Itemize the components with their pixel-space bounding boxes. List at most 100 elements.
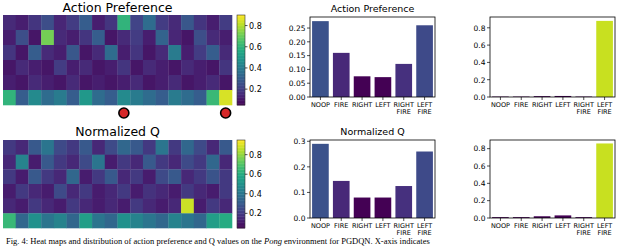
heatmap-cell xyxy=(54,15,67,30)
plot-frame xyxy=(310,140,435,218)
heatmap-cell xyxy=(130,90,143,105)
colorbar-tick xyxy=(245,213,248,214)
x-tick xyxy=(382,218,383,221)
bar-title: Action Preference xyxy=(331,3,415,14)
heatmap-cell xyxy=(181,15,194,30)
caption: Fig. 4: Heat maps and distribution of ac… xyxy=(6,236,430,246)
bars xyxy=(312,144,433,218)
x-tick-label-line: RIGHT xyxy=(352,222,372,230)
heatmap-cell xyxy=(41,169,54,184)
x-tick xyxy=(521,97,522,100)
heatmap-cell xyxy=(3,90,16,105)
heatmap-cell xyxy=(3,30,16,45)
heatmap-cell xyxy=(194,15,207,30)
x-tick-label-line: RIGHT xyxy=(352,101,372,109)
heatmap-cell xyxy=(168,140,181,155)
x-tick xyxy=(362,97,363,100)
heatmap-cell xyxy=(130,30,143,45)
y-tick xyxy=(487,148,490,149)
column-marker xyxy=(119,108,129,118)
heatmap-cell xyxy=(16,184,29,199)
heatmap-cell xyxy=(54,155,67,170)
heatmap-cell xyxy=(28,90,41,105)
heatmap-cell xyxy=(67,169,80,184)
x-tick-label-line: FIRE xyxy=(577,229,591,237)
heatmap-cell xyxy=(41,90,54,105)
heatmap-cell xyxy=(156,45,169,60)
heatmap-cell xyxy=(168,30,181,45)
x-tick-label: NOOP xyxy=(491,101,510,109)
bar xyxy=(354,198,371,218)
heatmap-cell xyxy=(194,169,207,184)
heatmap-cell xyxy=(130,140,143,155)
bars xyxy=(492,143,613,218)
heatmap-cell xyxy=(28,140,41,155)
heatmap-cell xyxy=(207,60,220,75)
heatmap-cell xyxy=(143,213,156,228)
bar xyxy=(333,53,350,97)
heatmap-cell xyxy=(118,199,131,214)
heatmap-cell xyxy=(219,184,232,199)
x-tick-label-line: RIGHT xyxy=(532,101,552,109)
colorbar-tick-label: 0.8 xyxy=(249,151,262,160)
x-tick xyxy=(424,97,425,100)
heatmap-cell xyxy=(54,199,67,214)
heatmap-cell xyxy=(54,184,67,199)
bar-title: Normalized Q xyxy=(340,126,404,137)
heatmap-cell xyxy=(118,155,131,170)
heatmap-cell xyxy=(41,140,54,155)
heatmap-cell xyxy=(168,213,181,228)
y-tick-label: 0.10 xyxy=(289,65,306,74)
heatmap-cell xyxy=(54,30,67,45)
heatmap-cell xyxy=(181,213,194,228)
x-tick-label-line: LEFT xyxy=(375,222,390,230)
heatmap-cell xyxy=(92,199,105,214)
x-tick-label: FIRE xyxy=(514,222,528,230)
colorbar-frame xyxy=(237,140,245,228)
heatmap-cell xyxy=(118,75,131,90)
bar xyxy=(312,144,329,218)
x-tick-label-line: FIRE xyxy=(514,101,528,109)
plot-frame xyxy=(490,140,615,218)
x-tick-label-line: FIRE xyxy=(397,108,411,116)
heatmap-cell xyxy=(16,213,29,228)
x-tick-label: RIGHT xyxy=(532,222,552,230)
heatmap-cell xyxy=(16,60,29,75)
heatmap-cell xyxy=(105,213,118,228)
x-tick-label-line: RIGHT xyxy=(532,222,552,230)
heatmap-cell xyxy=(92,60,105,75)
heatmap-cell xyxy=(105,60,118,75)
heatmap-cell xyxy=(181,169,194,184)
heatmap-cell xyxy=(181,184,194,199)
heatmap-panel: Action Preference0.20.40.60.8 xyxy=(3,0,262,118)
figure: Action Preference0.20.40.60.8 Action Pref… xyxy=(0,0,640,247)
heatmap-cell xyxy=(105,90,118,105)
y-tick-label: 0.4 xyxy=(474,58,486,67)
x-tick xyxy=(320,97,321,100)
heatmap-cell xyxy=(143,75,156,90)
x-tick-label-line: LEFT xyxy=(555,101,570,109)
heatmap-cell xyxy=(118,45,131,60)
heatmap-cell xyxy=(105,45,118,60)
x-tick xyxy=(500,218,501,221)
bar-panel: 0.00.20.40.60.8NOOPFIRERIGHTLEFTRIGHTFIR… xyxy=(474,140,615,237)
heatmap-cell xyxy=(118,30,131,45)
x-tick xyxy=(604,97,605,100)
y-tick-label: 0.15 xyxy=(289,51,306,60)
y-tick-label: 0.0 xyxy=(474,214,486,223)
heatmap-cell xyxy=(143,45,156,60)
y-tick xyxy=(487,27,490,28)
heatmap-cell xyxy=(207,15,220,30)
heatmap-cell xyxy=(92,155,105,170)
x-tick-label: FIRE xyxy=(514,101,528,109)
x-tick-label-line: FIRE xyxy=(334,101,348,109)
heatmap-cell xyxy=(92,169,105,184)
heatmap-cell xyxy=(3,199,16,214)
heatmap-cell xyxy=(181,199,194,214)
y-tick-label: 0.8 xyxy=(474,144,486,153)
heatmap-cell xyxy=(54,45,67,60)
heatmap-cell xyxy=(67,199,80,214)
x-tick xyxy=(403,97,404,100)
heatmap-cell xyxy=(41,15,54,30)
heatmap-cell xyxy=(194,75,207,90)
